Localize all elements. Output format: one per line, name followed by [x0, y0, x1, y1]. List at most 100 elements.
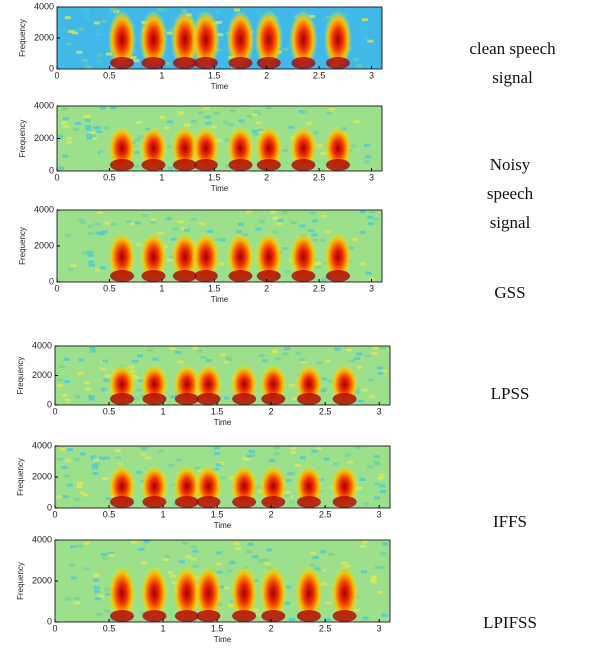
- x-tick-label: 0: [54, 70, 59, 80]
- spectrogram-noise: [64, 398, 71, 402]
- spectrogram-noise: [379, 473, 386, 477]
- x-tick-label: 3: [369, 70, 374, 80]
- spectrogram-noise: [78, 218, 85, 222]
- spectrogram-noise: [130, 222, 137, 226]
- spectrogram-noise: [169, 347, 176, 351]
- spectrogram-noise: [246, 454, 253, 458]
- spectrogram-noise: [225, 164, 232, 168]
- spectrogram-noise: [163, 126, 170, 130]
- spectrogram-noise: [255, 121, 262, 125]
- spectrogram-noise: [73, 28, 80, 32]
- spectrogram-noise: [367, 215, 374, 219]
- spectrogram-blob: [172, 57, 197, 69]
- spectrogram-noise: [361, 18, 368, 22]
- spectrogram-noise: [374, 565, 381, 569]
- spectrogram-noise: [314, 265, 321, 269]
- spectrogram-noise: [76, 485, 83, 489]
- spectrogram-noise: [264, 561, 271, 565]
- spectrogram-noise: [294, 464, 301, 468]
- spectrogram: [108, 464, 359, 508]
- spectrogram-noise: [381, 369, 388, 373]
- spectrogram-noise: [216, 570, 223, 574]
- spectrogram-noise: [223, 396, 230, 400]
- spectrogram-noise: [98, 456, 105, 460]
- spectrogram-noise: [61, 393, 68, 397]
- y-tick-label: 4000: [32, 440, 52, 450]
- spectrogram-noise: [356, 365, 363, 369]
- spectrogram-noise: [167, 258, 174, 262]
- panel-label: LPIFSS: [483, 613, 537, 632]
- spectrogram-noise: [130, 56, 137, 60]
- spectrogram-noise: [316, 361, 323, 365]
- spectrogram-noise: [363, 143, 370, 147]
- spectrogram-noise: [228, 123, 235, 127]
- spectrogram-noise: [323, 457, 330, 461]
- spectrogram-noise: [56, 378, 63, 382]
- spectrogram-noise: [62, 117, 69, 121]
- spectrogram-noise: [80, 452, 87, 456]
- x-tick-label: 1: [161, 623, 166, 633]
- spectrogram-noise: [288, 617, 295, 621]
- spectrogram-noise: [281, 246, 288, 250]
- spectrogram-noise: [312, 219, 319, 223]
- spectrogram-noise: [258, 559, 265, 563]
- x-tick-label: 3: [377, 406, 382, 416]
- spectrogram-noise: [93, 589, 100, 593]
- spectrogram-noise: [109, 7, 116, 11]
- spectrogram-blob: [325, 159, 350, 171]
- spectrogram-noise: [73, 597, 80, 601]
- spectrogram-noise: [168, 463, 175, 467]
- spectrogram-noise: [190, 545, 197, 549]
- spectrogram-noise: [134, 221, 141, 225]
- y-tick-label: 2000: [34, 240, 54, 250]
- spectrogram-noise: [180, 227, 187, 231]
- spectrogram-blob: [174, 393, 199, 405]
- spectrogram-blob: [141, 270, 166, 282]
- x-tick-label: 2.5: [319, 623, 332, 633]
- spectrogram-noise: [285, 44, 292, 48]
- spectrogram-noise: [81, 58, 88, 62]
- x-tick-label: 1: [161, 406, 166, 416]
- spectrogram-noise: [100, 388, 107, 392]
- spectrogram-noise: [380, 346, 387, 350]
- spectrogram-noise: [117, 462, 124, 466]
- spectrogram-noise: [272, 230, 279, 234]
- spectrogram-noise: [88, 260, 95, 264]
- spectrogram-noise: [285, 491, 292, 495]
- spectrogram-noise: [59, 447, 66, 451]
- spectrogram-noise: [282, 352, 289, 356]
- spectrogram-noise: [377, 590, 384, 594]
- spectrogram-noise: [89, 134, 96, 138]
- spectrogram-noise: [89, 131, 96, 135]
- spectrogram-noise: [245, 210, 252, 214]
- spectrogram-blob: [191, 10, 220, 69]
- spectrogram-noise: [92, 458, 99, 462]
- spectrogram-noise: [368, 378, 375, 382]
- spectrogram-noise: [359, 544, 366, 548]
- spectrogram-noise: [93, 21, 100, 25]
- spectrogram-blob: [291, 159, 316, 171]
- spectrogram-noise: [284, 494, 291, 498]
- spectrogram-noise: [274, 357, 281, 361]
- spectrogram-noise: [382, 542, 389, 546]
- spectrogram-noise: [150, 218, 157, 222]
- spectrogram-noise: [102, 359, 109, 363]
- spectrogram-noise: [215, 562, 222, 566]
- spectrogram-blob: [325, 270, 350, 282]
- spectrogram-noise: [88, 397, 95, 401]
- spectrogram-noise: [289, 471, 296, 475]
- spectrogram-blob: [332, 393, 357, 405]
- spectrogram-noise: [256, 12, 263, 16]
- x-tick-label: 2.5: [319, 509, 332, 519]
- spectrogram-noise: [70, 264, 77, 268]
- x-tick-label: 2: [269, 623, 274, 633]
- y-tick-label: 2000: [32, 471, 52, 481]
- spectrogram-noise: [138, 547, 145, 551]
- y-tick-label: 2000: [34, 133, 54, 143]
- spectrogram-noise: [114, 456, 121, 460]
- spectrogram-blob: [191, 231, 220, 282]
- x-axis-label: Time: [211, 295, 229, 304]
- spectrogram-noise: [57, 384, 64, 388]
- y-tick-label: 4000: [32, 340, 52, 350]
- spectrogram-noise: [96, 612, 103, 616]
